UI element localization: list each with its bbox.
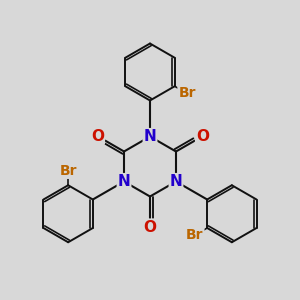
Text: Br: Br: [178, 86, 196, 100]
Text: O: O: [143, 220, 157, 235]
Text: O: O: [91, 129, 104, 144]
Text: Br: Br: [59, 164, 77, 178]
Text: N: N: [118, 174, 130, 189]
Text: Br: Br: [186, 228, 204, 242]
Text: N: N: [144, 129, 156, 144]
Text: N: N: [169, 174, 182, 189]
Text: O: O: [196, 129, 209, 144]
